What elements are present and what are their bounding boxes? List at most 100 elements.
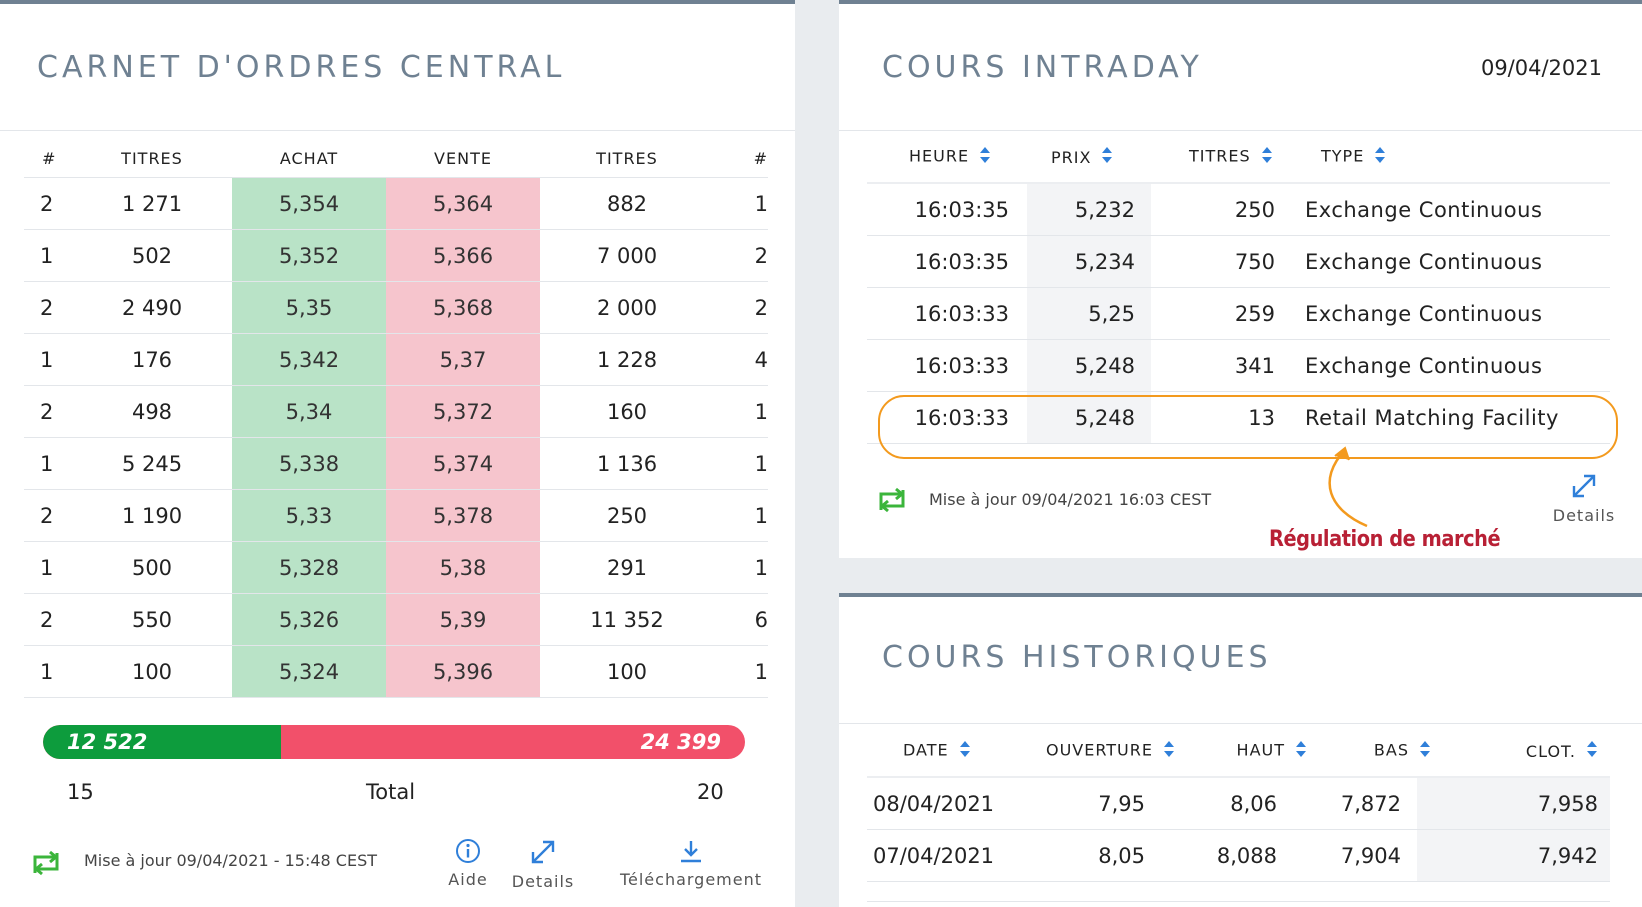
time-cell: 16:03:33 [914,405,1009,430]
sell-orders-cell: 1 [754,555,768,580]
sort-icon[interactable] [1163,740,1175,762]
buy-price-cell: 5,326 [232,594,386,645]
table-row: 16:03:33 5,25 259 Exchange Continuous [867,288,1610,340]
buy-price-cell: 5,328 [232,542,386,593]
total-label: Total [366,780,416,804]
sell-price-cell: 5,366 [386,230,540,281]
buy-price-cell: 5,33 [232,490,386,541]
sell-orders-cell: 1 [754,503,768,528]
table-row: 08/04/2021 7,95 8,06 7,872 7,958 [867,778,1610,830]
historical-title: COURS HISTORIQUES [882,640,1272,675]
col-time[interactable]: HEURE [867,146,1027,168]
details-button[interactable]: Details [1551,472,1617,525]
buy-orders-cell: 1 [40,555,54,580]
expand-icon [1572,474,1596,498]
buy-price-cell: 5,352 [232,230,386,281]
sell-orders-cell: 1 [754,451,768,476]
sell-price-cell: 5,372 [386,386,540,437]
sort-icon[interactable] [959,740,971,762]
buy-orders-cell: 2 [40,191,54,216]
buy-quantity-cell: 5 245 [121,451,183,476]
sell-quantity-cell: 250 [606,503,648,528]
table-row: 2 498 5,34 5,372 160 1 [24,386,768,438]
quantity-cell: 341 [1234,353,1275,378]
divider [0,130,795,131]
sell-quantity-cell: 2 000 [596,295,658,320]
buy-orders-cell: 2 [40,295,54,320]
download-button[interactable]: Téléchargement [616,838,766,889]
open-cell: 8,05 [1098,843,1145,868]
col-open[interactable]: OUVERTURE [1007,740,1191,762]
col-price[interactable]: PRIX [1027,132,1151,182]
sell-orders-cell: 2 [754,295,768,320]
sort-icon[interactable] [1261,146,1273,168]
help-button[interactable]: Aide [438,838,498,889]
sell-price-cell: 5,396 [386,646,540,697]
sell-price-cell: 5,37 [386,334,540,385]
download-label: Téléchargement [619,870,763,889]
table-row: 2 1 190 5,33 5,378 250 1 [24,490,768,542]
sort-icon[interactable] [1101,146,1113,168]
col-high[interactable]: HAUT [1191,740,1323,762]
sell-orders-cell: 1 [754,399,768,424]
table-row: 1 5 245 5,338 5,374 1 136 1 [24,438,768,490]
col-type[interactable]: TYPE [1291,146,1610,168]
type-cell: Retail Matching Facility [1305,405,1559,430]
quantity-cell: 259 [1234,301,1275,326]
buy-price-cell: 5,354 [232,178,386,229]
sort-icon[interactable] [1419,740,1431,762]
buy-quantity-cell: 100 [131,659,173,684]
sort-icon[interactable] [1374,146,1386,168]
buy-total: 12 522 [67,730,148,754]
quantity-cell: 13 [1248,405,1275,430]
sell-orders-cell: 6 [754,607,768,632]
quantity-cell: 250 [1234,197,1275,222]
divider [839,723,1642,724]
type-cell: Exchange Continuous [1305,301,1543,326]
highlight-outline [878,395,1618,459]
sell-quantity-cell: 100 [606,659,648,684]
historical-body: 08/04/2021 7,95 8,06 7,872 7,958 07/04/2021 8,… [867,778,1610,902]
buy-price-cell: 5,324 [232,646,386,697]
buy-quantity-cell: 498 [131,399,173,424]
historical-header: DATE OUVERTURE HAUT BAS CLOT. [867,726,1610,778]
buy-quantity-cell: 1 190 [121,503,183,528]
details-label: Details [511,872,575,891]
type-cell: Exchange Continuous [1305,197,1543,222]
high-cell: 8,088 [1216,843,1277,868]
col-close[interactable]: CLOT. [1447,726,1610,776]
col-date[interactable]: DATE [867,740,1007,762]
annotation-label: Régulation de marché [1269,527,1501,552]
buy-orders-cell: 1 [40,659,54,684]
col-quantity[interactable]: TITRES [1151,146,1291,168]
refresh-icon[interactable] [30,849,62,881]
sort-icon[interactable] [979,146,991,168]
order-book-panel: CARNET D'ORDRES CENTRAL # TITRES ACHAT V… [0,0,795,907]
intraday-date: 09/04/2021 [1480,56,1602,80]
update-timestamp: Mise à jour 09/04/2021 - 15:48 CEST [84,851,378,870]
sell-price-cell: 5,378 [386,490,540,541]
expand-icon [531,840,555,864]
intraday-table: HEURE PRIX TITRES TYPE 16:03:35 5,232 250 E… [867,132,1610,444]
col-low[interactable]: BAS [1323,740,1447,762]
refresh-icon[interactable] [876,486,908,518]
sort-icon[interactable] [1295,740,1307,762]
table-row: 16:03:35 5,234 750 Exchange Continuous [867,236,1610,288]
sell-quantity-cell: 1 136 [596,451,658,476]
price-cell: 5,248 [1027,340,1151,391]
time-cell: 16:03:33 [914,301,1009,326]
buy-orders-cell: 1 [40,243,54,268]
date-cell: 08/04/2021 [873,791,995,816]
details-button[interactable]: Details [510,838,576,891]
sell-quantity-cell: 11 352 [590,607,664,632]
sort-icon[interactable] [1586,740,1598,762]
type-cell: Exchange Continuous [1305,353,1543,378]
order-book-table: # TITRES ACHAT VENTE TITRES # 2 1 271 5,35… [24,140,768,698]
buy-quantity-cell: 1 271 [121,191,183,216]
col-sell-orders: # [753,149,768,168]
table-row: 2 550 5,326 5,39 11 352 6 [24,594,768,646]
price-cell: 5,248 [1027,392,1151,443]
order-book-header: # TITRES ACHAT VENTE TITRES # [24,140,768,178]
time-cell: 16:03:35 [914,197,1009,222]
